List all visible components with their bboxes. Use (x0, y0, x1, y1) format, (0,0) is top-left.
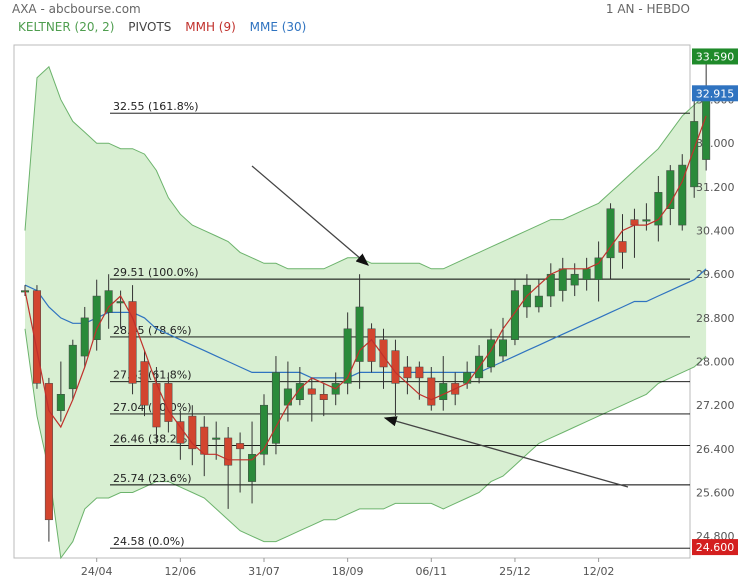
candle-body (702, 93, 711, 160)
candle-body (415, 366, 424, 379)
candle-body (546, 273, 555, 297)
candle-body (630, 219, 639, 226)
fib-level-label: 29.51 (100.0%) (113, 266, 199, 279)
candle-body (642, 219, 651, 222)
fib-level-label: 32.55 (161.8%) (113, 100, 199, 113)
candle-body (534, 295, 543, 308)
y-tick-label: 32.000 (696, 137, 735, 150)
candle-body (104, 290, 113, 313)
price-label: 32.915 (696, 87, 735, 100)
candle-body (248, 454, 257, 482)
candle-body (678, 164, 687, 226)
y-tick-label: 31.200 (696, 181, 735, 194)
candle-body (618, 241, 627, 253)
price-label-box (692, 539, 738, 556)
candle-body (260, 404, 268, 455)
candle-body (236, 443, 245, 450)
x-tick-label: 18/09 (332, 565, 364, 578)
candle-body (68, 344, 77, 390)
candle-body (379, 339, 388, 368)
x-tick-label: 24/04 (81, 565, 113, 578)
candle-body (80, 317, 89, 357)
price-label-box (692, 85, 738, 102)
candle-body (212, 437, 221, 440)
candle-body (403, 366, 412, 379)
fib-level-label: 24.58 (0.0%) (113, 535, 185, 548)
candle-body (391, 350, 400, 384)
candle-body (128, 301, 137, 384)
fib-level-label: 28.45 (78.6%) (113, 324, 192, 337)
candle-body (427, 377, 436, 406)
candle-body (582, 268, 591, 280)
fib-level-label: 26.46 (38.2%) (113, 433, 192, 446)
candle-body (56, 394, 65, 411)
candle-body (283, 388, 292, 406)
legend-keltner: KELTNER (20, 2) (18, 20, 115, 34)
candle-body (140, 361, 149, 406)
candle-body (355, 306, 364, 362)
candle-body (510, 290, 519, 340)
candle-body (463, 372, 472, 384)
x-tick-label: 12/06 (164, 565, 196, 578)
x-tick-label: 31/07 (248, 565, 280, 578)
price-label-box (692, 48, 738, 65)
candle-body (32, 290, 41, 384)
legend: KELTNER (20, 2) PIVOTS MMH (9) MME (30) (18, 20, 316, 34)
mmh-line (24, 115, 707, 461)
candle-body (271, 372, 280, 444)
candle-body (594, 257, 603, 280)
fib-level-label: 25.74 (23.6%) (113, 472, 192, 485)
y-tick-label: 28.800 (696, 312, 735, 325)
candle-body (487, 339, 496, 368)
y-tick-label: 28.000 (696, 356, 735, 369)
candle-body (92, 295, 101, 340)
candle-body (654, 192, 663, 226)
candle-body (343, 328, 352, 384)
candle-body (606, 208, 615, 259)
candle-body (690, 121, 699, 188)
candle-body (666, 170, 675, 209)
fib-level-label: 27.04 (50.0%) (113, 401, 192, 414)
candle-body (176, 421, 185, 444)
candle-body (295, 383, 304, 400)
candle-body (499, 339, 507, 357)
x-tick-label: 06/11 (415, 565, 447, 578)
candle-body (188, 415, 197, 450)
candle-body (558, 268, 567, 291)
y-tick-label: 29.600 (696, 268, 735, 281)
candle-body (319, 394, 328, 400)
candle-body (439, 383, 448, 400)
keltner-lower-line (24, 328, 707, 560)
y-tick-label: 26.400 (696, 443, 735, 456)
candle-body (307, 388, 316, 395)
price-label: 24.600 (696, 541, 735, 554)
mme-line (24, 268, 707, 379)
legend-mmh: MMH (9) (185, 20, 236, 34)
x-tick-label: 12/02 (583, 565, 615, 578)
price-label: 33.590 (696, 50, 735, 63)
y-tick-label: 27.200 (696, 399, 735, 412)
candle-body (224, 437, 233, 466)
y-tick-label: 25.600 (696, 487, 735, 500)
chart-title: AXA - abcbourse.com (12, 2, 141, 16)
candle-body (367, 328, 376, 362)
candle-body (44, 383, 53, 521)
annotation-arrow (251, 165, 369, 266)
candle-body (570, 273, 579, 286)
candle-body (164, 383, 173, 422)
legend-mme: MME (30) (249, 20, 307, 34)
candle-body (200, 426, 209, 455)
x-tick-label: 25/12 (499, 565, 531, 578)
annotation-arrow (383, 416, 629, 488)
legend-pivots: PIVOTS (128, 20, 172, 34)
y-tick-label: 30.400 (696, 225, 735, 238)
chart-period: 1 AN - HEBDO (605, 2, 690, 16)
